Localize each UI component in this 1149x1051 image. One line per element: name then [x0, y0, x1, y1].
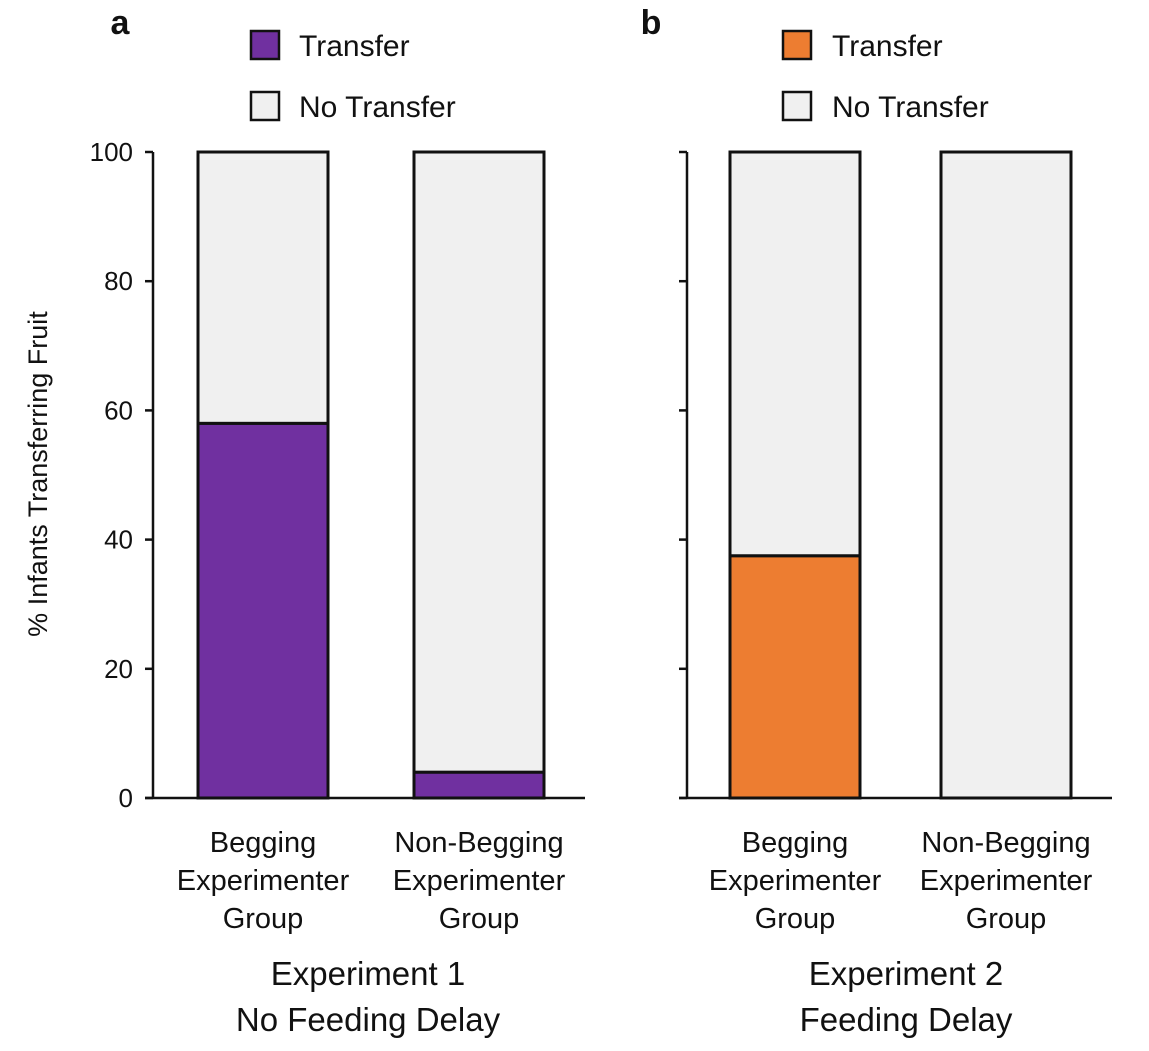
bar-segment-no-transfer: [728, 150, 862, 558]
legend-swatch-no-transfer: [781, 90, 813, 122]
bar-segment-transfer: [412, 770, 546, 800]
category-label: Begging: [742, 827, 848, 859]
category-label: Experimenter: [177, 865, 350, 897]
category-label: Non-Begging: [394, 827, 563, 859]
y-tick-label: 100: [90, 137, 133, 167]
legend-swatch-transfer: [249, 29, 281, 61]
x-axis-label: No Feeding Delay: [236, 1001, 501, 1038]
panel-b: b Transfer No Transfer Begging Experimenter G…: [641, 4, 1112, 1038]
y-axis-label: % Infants Transferring Fruit: [23, 311, 53, 637]
legend-label: Transfer: [299, 30, 410, 63]
bar-segment-no-transfer: [939, 150, 1073, 800]
y-tick-label: 80: [104, 266, 133, 296]
category-label: Begging: [210, 827, 316, 859]
bar-segment-transfer: [196, 421, 330, 800]
y-tick-label: 0: [119, 783, 133, 813]
y-tick-label: 40: [104, 525, 133, 555]
legend-label: Transfer: [832, 30, 943, 63]
x-axis-label: Experiment 2: [809, 955, 1003, 992]
legend-label: No Transfer: [299, 91, 456, 124]
category-label: Group: [966, 903, 1047, 935]
panel-letter: a: [111, 4, 131, 42]
legend-swatch-transfer: [781, 29, 813, 61]
category-label: Group: [755, 903, 836, 935]
legend-swatch-no-transfer: [249, 90, 281, 122]
legend-label: No Transfer: [832, 91, 989, 124]
bar-segment-transfer: [728, 554, 862, 800]
y-tick-label: 20: [104, 654, 133, 684]
x-axis-label: Experiment 1: [271, 955, 465, 992]
category-label: Experimenter: [393, 865, 566, 897]
x-axis-label: Feeding Delay: [800, 1001, 1013, 1038]
category-label: Experimenter: [920, 865, 1093, 897]
bar-segment-no-transfer: [412, 150, 546, 774]
category-label: Group: [439, 903, 520, 935]
category-label: Experimenter: [709, 865, 882, 897]
y-tick-label: 60: [104, 395, 133, 425]
bar-segment-no-transfer: [196, 150, 330, 425]
category-label: Group: [223, 903, 304, 935]
category-label: Non-Begging: [921, 827, 1090, 859]
panel-letter: b: [641, 4, 662, 42]
panel-a: a Transfer No Transfer 0 20 40 60 80 100 % Infant…: [23, 4, 585, 1038]
